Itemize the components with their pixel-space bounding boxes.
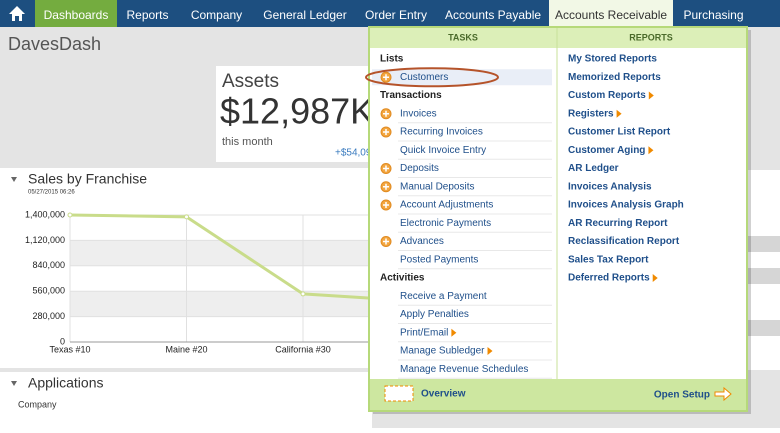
report-item[interactable]: Memorized Reports <box>568 72 661 83</box>
applications-column: Company <box>18 399 57 409</box>
tasks-header: TASKS <box>448 32 478 42</box>
submenu-arrow <box>652 274 658 282</box>
report-item[interactable]: Invoices Analysis Graph <box>568 200 684 211</box>
series-line <box>69 213 420 303</box>
collapse-icon <box>11 177 17 182</box>
menu-header-bg <box>370 28 746 48</box>
menu-item[interactable]: Receive a Payment <box>400 291 487 302</box>
submenu-arrow <box>648 91 654 100</box>
collapse-icon <box>11 381 17 386</box>
x-tick-label: California #30 <box>275 344 331 354</box>
overview-icon <box>384 385 414 402</box>
menu-item[interactable]: Manual Deposits <box>400 181 474 192</box>
report-item[interactable]: AR Ledger <box>568 163 619 174</box>
add-icon-plus <box>383 238 389 245</box>
menu-item[interactable]: Manage Revenue Schedules <box>400 364 528 375</box>
report-item[interactable]: Sales Tax Report <box>568 254 649 265</box>
x-tick-label: Maine #20 <box>165 344 207 354</box>
menu-item[interactable]: Posted Payments <box>400 254 478 265</box>
report-item[interactable]: Custom Reports <box>568 90 646 101</box>
assets-change: +$54,09 <box>335 148 372 159</box>
y-tick-label: 280,000 <box>32 311 65 321</box>
overview-link[interactable]: Overview <box>421 389 466 400</box>
add-icon-plus <box>383 74 389 81</box>
report-item[interactable]: My Stored Reports <box>568 54 657 65</box>
nav-item[interactable]: Order Entry <box>365 8 427 22</box>
side-row <box>745 320 780 336</box>
menu <box>368 26 748 412</box>
menu-item[interactable]: Electronic Payments <box>400 218 491 229</box>
applications-panel <box>0 372 372 428</box>
nav-item[interactable]: Accounts Payable <box>445 8 541 22</box>
menu-item-highlight <box>372 69 552 86</box>
series-point <box>67 212 73 218</box>
nav-item[interactable]: Accounts Receivable <box>555 8 667 22</box>
assets-card <box>216 66 376 162</box>
report-item[interactable]: Reclassification Report <box>568 236 680 247</box>
applications-title: Applications <box>28 375 104 391</box>
report-item[interactable]: Invoices Analysis <box>568 181 652 192</box>
add-icon-plus <box>383 110 389 117</box>
app-title: DavesDash <box>8 34 101 54</box>
nav-item[interactable]: Dashboards <box>44 8 109 22</box>
nav-item[interactable]: Company <box>191 8 242 22</box>
menu-section-title: Lists <box>380 54 404 65</box>
side-row <box>745 236 780 252</box>
nav-item[interactable]: Purchasing <box>683 8 743 22</box>
menu-footer <box>370 379 746 410</box>
y-tick-label: 1,400,000 <box>25 209 65 219</box>
menu-item[interactable]: Manage Subledger <box>400 346 485 357</box>
reports-header: REPORTS <box>629 32 673 42</box>
y-tick-label: 0 <box>60 336 65 346</box>
menu-item[interactable]: Apply Penalties <box>400 309 469 320</box>
grid-band <box>70 240 375 266</box>
assets-amount: $12,987K <box>220 91 374 132</box>
menu-item[interactable]: Recurring Invoices <box>400 127 483 138</box>
add-icon-plus <box>383 202 389 208</box>
submenu-arrow <box>616 109 622 118</box>
menu-section-title: Activities <box>380 273 425 284</box>
submenu-arrow <box>451 328 457 337</box>
menu-item[interactable]: Advances <box>400 236 444 247</box>
assets-title: Assets <box>222 71 279 92</box>
add-icon-plus <box>383 165 389 172</box>
nav-item[interactable]: General Ledger <box>263 8 346 22</box>
submenu-arrow <box>648 146 654 155</box>
menu-item[interactable]: Quick Invoice Entry <box>400 145 486 156</box>
menu-item[interactable]: Customers <box>400 72 448 83</box>
series-point <box>300 291 306 297</box>
y-tick-label: 1,120,000 <box>25 235 65 245</box>
submenu-arrow <box>487 347 493 355</box>
add-icon-plus <box>383 183 389 190</box>
home-icon <box>9 6 25 21</box>
y-tick-label: 560,000 <box>32 286 65 296</box>
x-tick-label: Texas #10 <box>49 344 90 354</box>
chart-date: 05/27/2015 06:26 <box>28 190 75 196</box>
menu-item[interactable]: Invoices <box>400 108 437 119</box>
nav-item[interactable]: Reports <box>126 8 168 22</box>
side-row <box>745 268 780 284</box>
open-setup-link[interactable]: Open Setup <box>654 390 710 401</box>
nav-tab-bg <box>549 0 673 27</box>
chart-title: Sales by Franchise <box>28 171 147 187</box>
report-item[interactable]: Deferred Reports <box>568 273 650 284</box>
report-item[interactable]: Customer List Report <box>568 127 671 138</box>
menu-item[interactable]: Deposits <box>400 163 439 174</box>
open-setup-arrow <box>714 386 732 402</box>
menu-item[interactable]: Print/Email <box>400 327 448 338</box>
menu-item[interactable]: Account Adjustments <box>400 200 493 211</box>
nav-tab-bg <box>35 0 117 27</box>
selection-ring <box>365 67 499 88</box>
report-item[interactable]: Registers <box>568 108 614 119</box>
y-tick-label: 840,000 <box>32 260 65 270</box>
report-item[interactable]: Customer Aging <box>568 145 645 156</box>
report-item[interactable]: AR Recurring Report <box>568 218 668 229</box>
series-point <box>184 214 189 220</box>
menu-section-title: Transactions <box>380 90 442 101</box>
assets-period: this month <box>222 136 273 148</box>
add-icon-plus <box>383 129 389 135</box>
